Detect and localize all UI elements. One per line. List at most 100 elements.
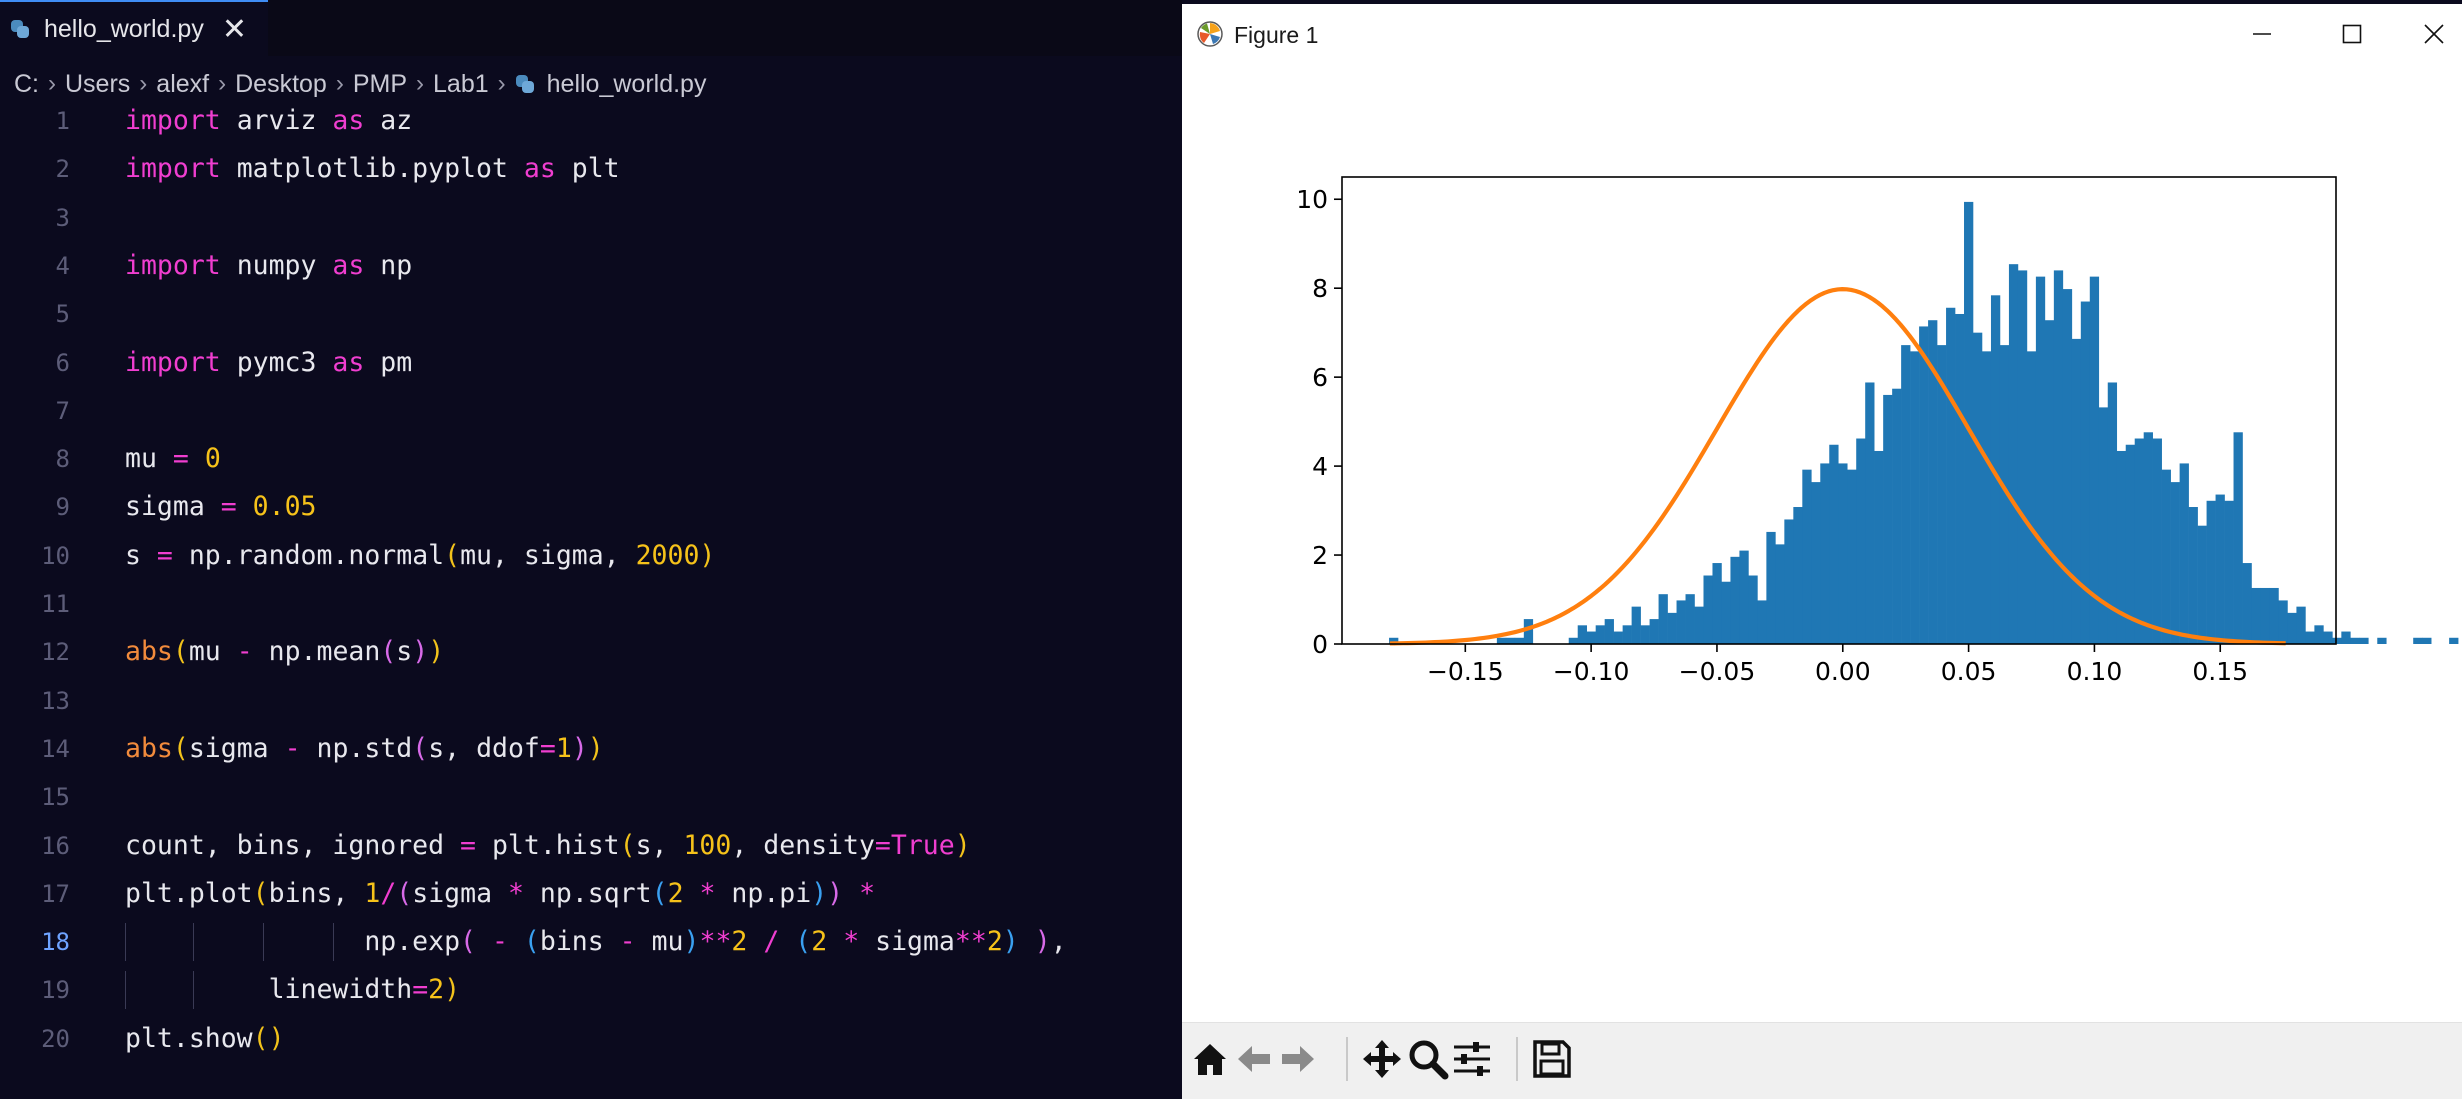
- code-token: [1019, 926, 1035, 957]
- code-line[interactable]: 13: [0, 682, 1182, 720]
- breadcrumb-item[interactable]: Users: [65, 69, 131, 98]
- line-number: 18: [41, 928, 70, 957]
- code-token: (: [619, 829, 636, 861]
- y-tick-label: 10: [1296, 185, 1328, 214]
- code-token: mu: [635, 926, 684, 958]
- breadcrumb-item[interactable]: hello_world.py: [546, 69, 707, 98]
- code-token: , density: [731, 829, 875, 861]
- line-number: 12: [41, 638, 70, 667]
- indent-guide: [125, 923, 126, 962]
- code-token: *: [699, 877, 716, 909]
- code-token: sigma: [412, 877, 508, 909]
- code-token: plt.hist: [476, 829, 620, 861]
- code-line[interactable]: 10 s = np.random.normal(mu, sigma, 2000): [0, 537, 1182, 575]
- code-text: import pymc3 as pm: [125, 344, 412, 382]
- code-line[interactable]: 7: [0, 392, 1182, 430]
- back-button[interactable]: [1232, 1037, 1276, 1081]
- breadcrumb-item[interactable]: Desktop: [235, 69, 327, 98]
- histogram-bar: [1712, 563, 1722, 644]
- code-token: -: [236, 636, 253, 668]
- histogram-bar: [1586, 631, 1596, 644]
- histogram-bar: [1523, 619, 1534, 644]
- code-line[interactable]: 19 linewidth=2): [0, 971, 1182, 1009]
- histogram-bar: [1667, 612, 1677, 644]
- code-line[interactable]: 6 import pymc3 as pm: [0, 344, 1182, 382]
- code-token: import: [125, 249, 221, 281]
- code-line[interactable]: 3: [0, 199, 1182, 237]
- python-file-icon: [10, 19, 30, 39]
- code-text: np.exp( - (bins - mu)**2 / (2 * sigma**2…: [125, 923, 1066, 961]
- code-token: =: [156, 539, 173, 571]
- histogram-bar: [2377, 637, 2387, 644]
- histogram-bar: [2170, 482, 2180, 644]
- configure-subplots-button[interactable]: [1450, 1037, 1494, 1081]
- line-number: 1: [55, 107, 70, 135]
- code-line[interactable]: 17 plt.plot(bins, 1/(sigma * np.sqrt(2 * …: [0, 875, 1182, 913]
- line-number: 17: [41, 879, 70, 908]
- figure-title-bar[interactable]: Figure 1: [1182, 4, 2462, 64]
- home-button[interactable]: [1188, 1037, 1232, 1081]
- line-number: 4: [55, 251, 70, 280]
- code-line[interactable]: 8 mu = 0: [0, 440, 1182, 478]
- code-line[interactable]: 5: [0, 295, 1182, 333]
- line-number: 6: [55, 348, 70, 377]
- code-text: mu = 0: [125, 440, 221, 478]
- save-button[interactable]: [1530, 1037, 1574, 1081]
- histogram-bar: [1757, 600, 1767, 644]
- code-line[interactable]: 12 abs(mu - np.mean(s)): [0, 633, 1182, 671]
- histogram-bar: [1703, 575, 1713, 644]
- zoom-button[interactable]: [1406, 1037, 1450, 1081]
- code-token: ): [827, 877, 844, 909]
- histogram-bar: [2413, 637, 2423, 644]
- histogram-bar: [1874, 450, 1884, 644]
- code-token: pm: [364, 346, 413, 378]
- histogram-bar: [1964, 201, 1974, 644]
- close-window-button[interactable]: [2412, 14, 2456, 54]
- histogram-bar: [1856, 438, 1866, 644]
- code-token: =: [460, 829, 477, 861]
- tab-hello-world[interactable]: hello_world.py ✕: [0, 0, 268, 56]
- close-icon: [2424, 24, 2444, 44]
- code-token: import: [125, 153, 221, 185]
- line-number: 3: [55, 203, 70, 232]
- code-token: s: [125, 539, 157, 571]
- code-line[interactable]: 18 np.exp( - (bins - mu)**2 / (2 * sigma…: [0, 923, 1182, 961]
- histogram-bar: [1694, 606, 1704, 644]
- histogram-bar: [2080, 301, 2091, 644]
- code-line[interactable]: 2 import matplotlib.pyplot as plt: [0, 150, 1182, 188]
- y-tick-label: 2: [1312, 541, 1328, 570]
- histogram-bar: [1901, 345, 1911, 644]
- minimize-button[interactable]: [2232, 14, 2292, 54]
- maximize-button[interactable]: [2322, 14, 2382, 54]
- tab-close-icon[interactable]: ✕: [221, 12, 247, 46]
- toolbar-separator: [1346, 1037, 1348, 1081]
- histogram-bar: [2161, 469, 2171, 644]
- code-line[interactable]: 15: [0, 778, 1182, 816]
- code-line[interactable]: 14 abs(sigma - np.std(s, ddof=1)): [0, 730, 1182, 768]
- histogram-bar: [1802, 469, 1812, 644]
- histogram-bar: [1505, 637, 1516, 644]
- code-token: sigma: [859, 926, 955, 958]
- breadcrumb-item[interactable]: Lab1: [433, 69, 489, 98]
- maximize-icon: [2342, 24, 2362, 44]
- breadcrumb-item[interactable]: C:: [14, 69, 39, 98]
- histogram-bar: [2089, 276, 2100, 644]
- code-line[interactable]: 4 import numpy as np: [0, 247, 1182, 285]
- y-tick-label: 0: [1312, 630, 1328, 659]
- code-line[interactable]: 11: [0, 585, 1182, 623]
- code-line[interactable]: 1 import arviz as az: [0, 102, 1182, 140]
- breadcrumb-item[interactable]: alexf: [156, 69, 210, 98]
- code-line[interactable]: 16 count, bins, ignored = plt.hist(s, 100…: [0, 827, 1182, 865]
- pan-button[interactable]: [1360, 1037, 1404, 1081]
- code-line[interactable]: 9 sigma = 0.05: [0, 488, 1182, 526]
- code-line[interactable]: 20 plt.show(): [0, 1020, 1182, 1058]
- plot-canvas[interactable]: −0.15 −0.10 −0.05 0.00 0.05 0.10 0.15 0 2 4 6 8 10: [1182, 64, 2462, 1022]
- code-token: (: [460, 926, 477, 958]
- histogram-bar: [2179, 463, 2189, 644]
- breadcrumb-item[interactable]: PMP: [352, 69, 408, 98]
- histogram-bar: [1766, 531, 1776, 644]
- histogram-bar: [1604, 619, 1614, 644]
- code-token: plt: [555, 153, 620, 185]
- histogram-bar: [1784, 519, 1794, 644]
- forward-button[interactable]: [1276, 1037, 1320, 1081]
